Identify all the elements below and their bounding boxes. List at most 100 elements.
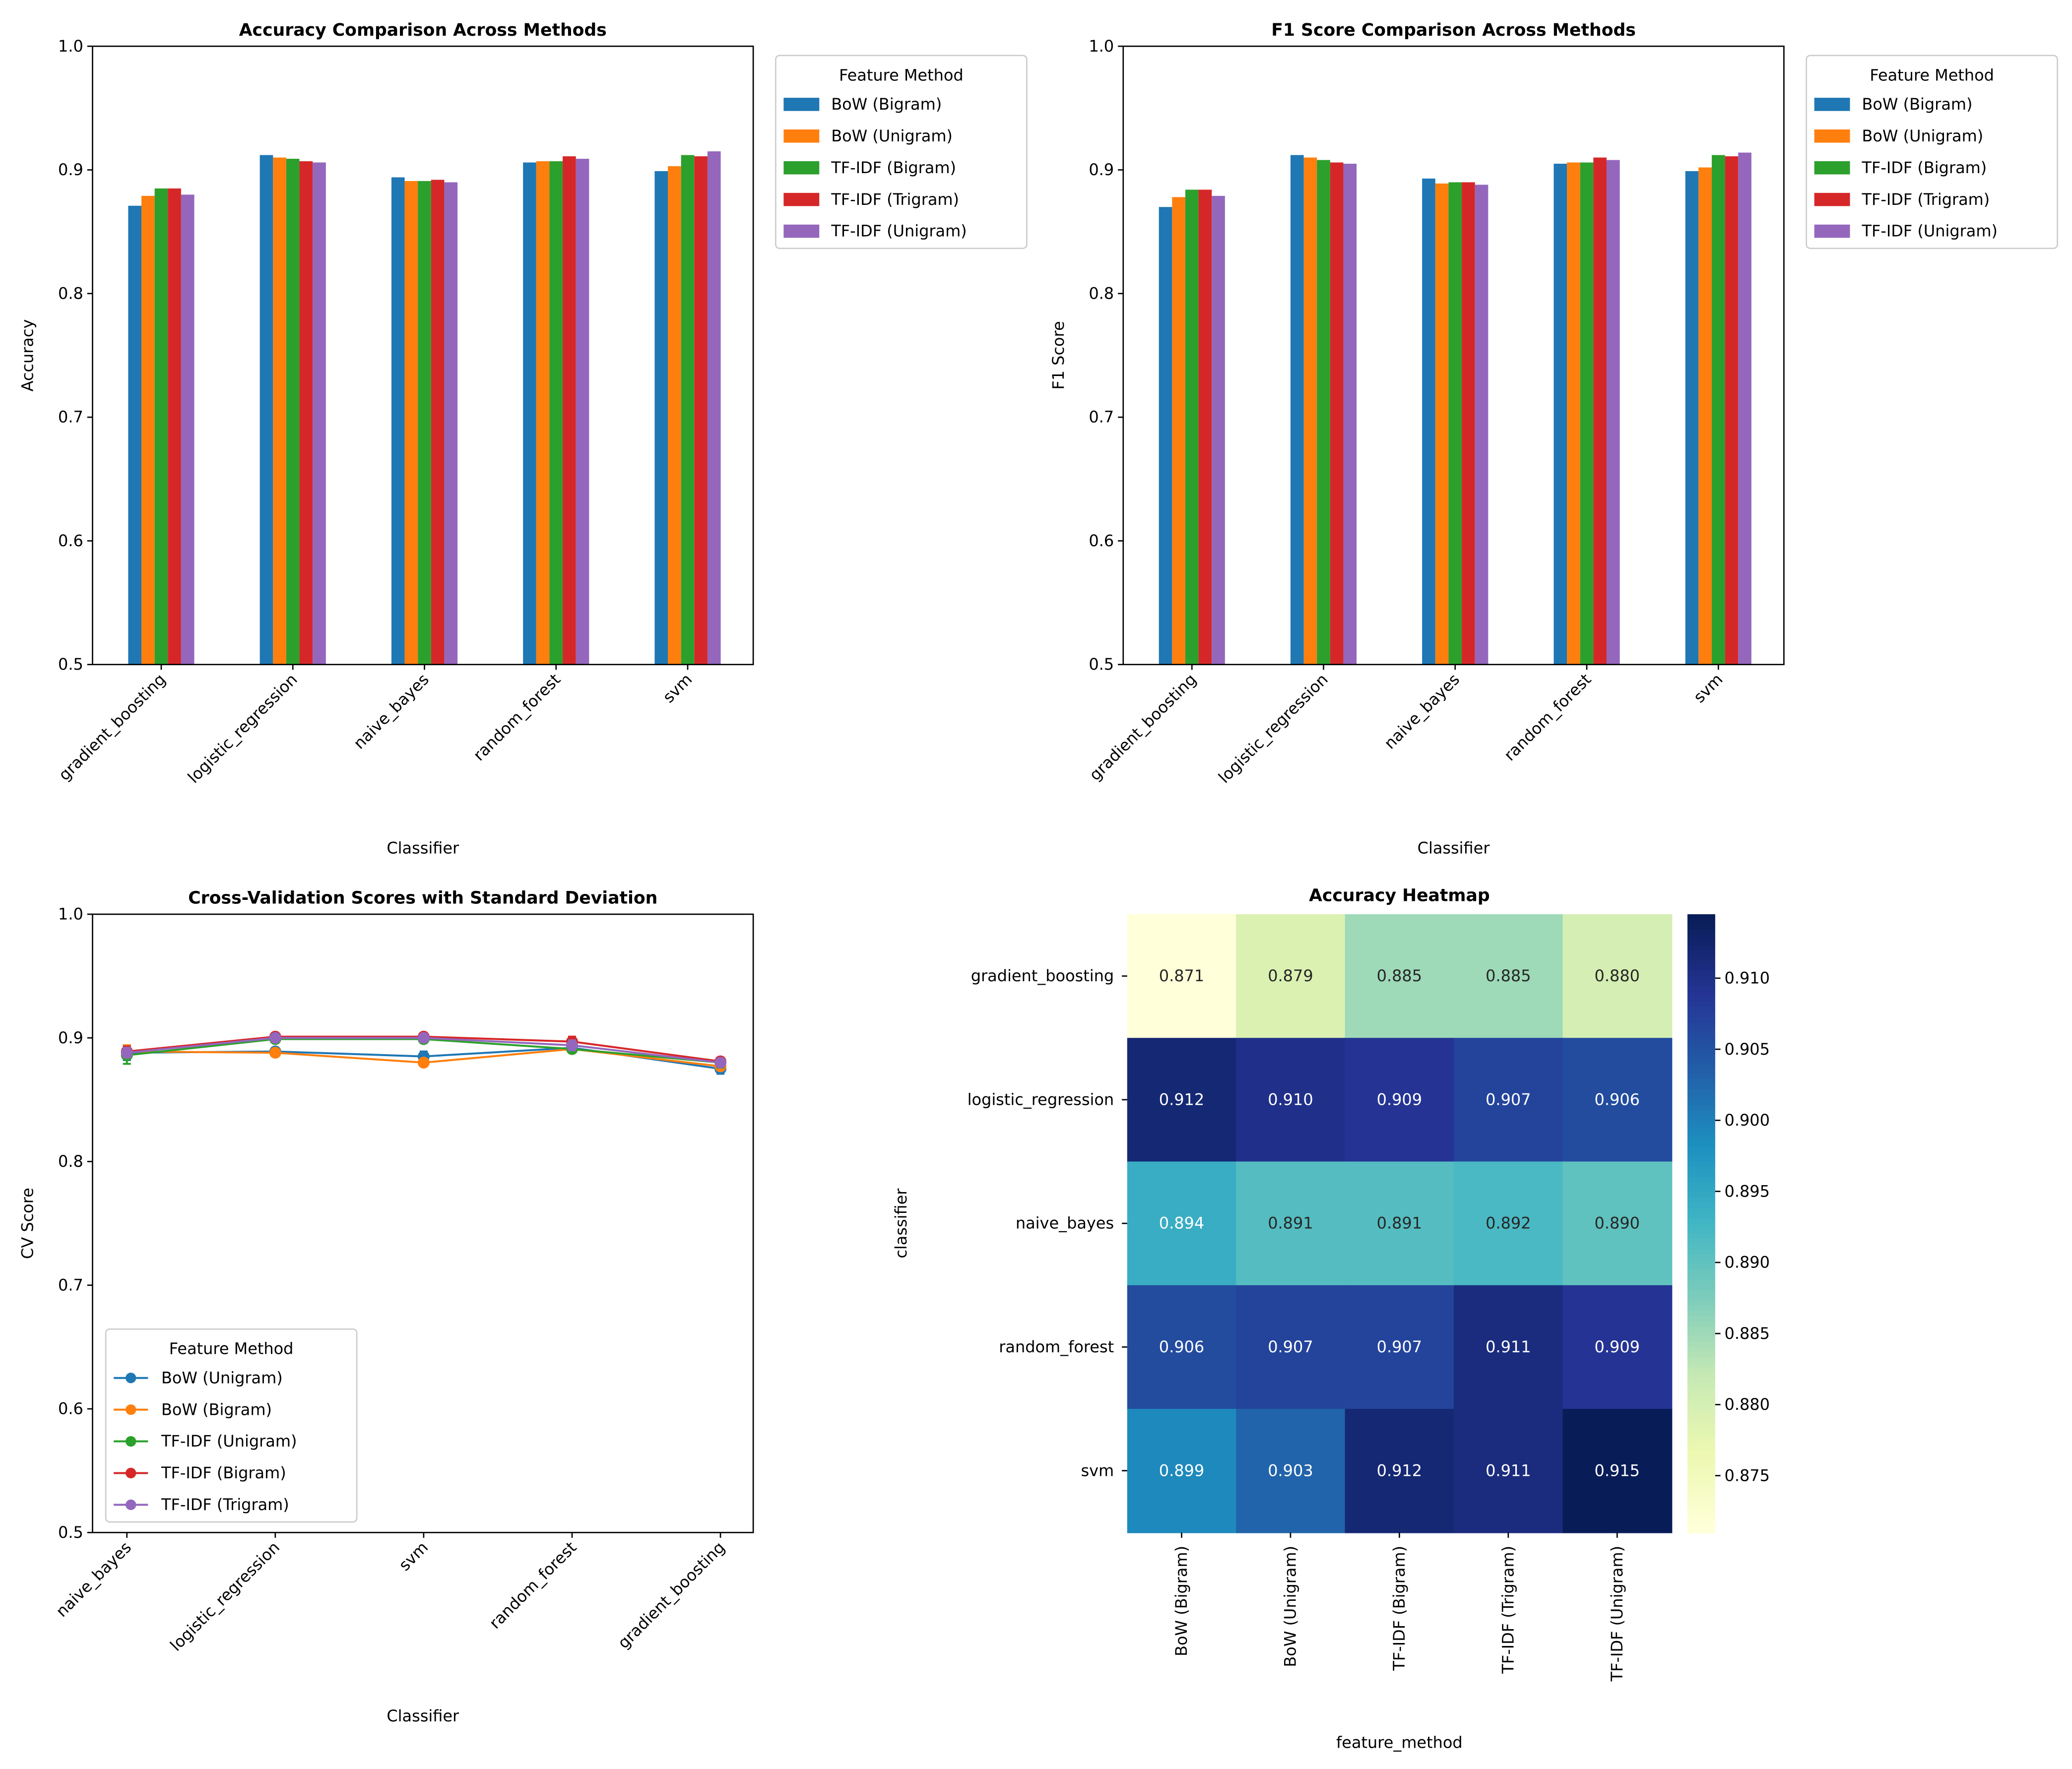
axes-frame [92,913,754,1533]
heatmap-cell [1562,1161,1673,1286]
bar [668,166,681,665]
colorbar-segment [1687,1038,1715,1044]
legend: Feature Method BoW (Bigram) BoW (Unigram) T… [775,55,1028,250]
colorbar-segment [1687,945,1715,951]
y-tick-label: 0.9 [58,1028,83,1047]
col-label: BoW (Bigram) [1172,1546,1191,1656]
colorbar-segment [1687,1445,1715,1451]
y-tick-label: 0.5 [58,1523,83,1542]
colorbar-segment [1687,997,1715,1003]
legend-box [1806,55,2058,250]
bar [1303,157,1317,665]
y-tick-label: 0.6 [1089,531,1114,550]
colorbar-segment [1687,1316,1715,1323]
colorbar-segment [1687,1393,1715,1399]
colorbar-segment [1687,1290,1715,1297]
y-axis-label: classifier [892,1188,910,1259]
bar [694,156,708,665]
legend-label: TF-IDF (Trigram) [831,190,959,209]
legend-marker [126,1373,136,1384]
y-tick-label: 0.8 [1089,284,1114,303]
colorbar-segment [1687,919,1715,926]
colorbar-segment [1687,1527,1715,1533]
colorbar-segment [1687,1136,1715,1142]
colorbar-segment [1687,950,1715,956]
bar [1462,182,1475,665]
legend-marker [126,1404,136,1415]
colorbar-segment [1687,1017,1715,1023]
colorbar-segment [1687,1347,1715,1353]
legend-box [775,55,1028,250]
colorbar-segment [1687,1486,1715,1492]
x-tick-label: gradient_boosting [614,1538,729,1652]
bar [1567,162,1580,665]
x-axis-label: Classifier [387,1706,459,1725]
heatmap-cell [1562,914,1673,1039]
colorbar-segment [1687,1053,1715,1060]
x-tick-label: random_forest [469,670,564,764]
heatmap-cell [1454,1285,1563,1410]
colorbar-segment [1687,1048,1715,1054]
legend-swatch [783,224,820,238]
colorbar-segment [1687,1120,1715,1127]
y-tick-label: 0.7 [1089,408,1114,427]
bar [681,155,695,665]
bar [1343,164,1357,665]
bar [523,162,536,665]
colorbar-segment [1687,960,1715,967]
chart-3: Accuracy Heatmap 0.871 0.879 0.885 0.885 0.88… [892,885,1770,1752]
cell-label: 0.907 [1377,1337,1422,1356]
heatmap-cell [1345,1285,1455,1410]
colorbar-segment [1687,1517,1715,1523]
heatmap-cell [1127,1038,1237,1162]
colorbar-segment [1687,1192,1715,1199]
heatmap-cell [1454,914,1563,1039]
colorbar-tick-label: 0.880 [1725,1395,1770,1414]
legend-title: Feature Method [1870,65,1994,84]
colorbar-segment [1687,914,1715,920]
heatmap-cell [1236,1161,1346,1286]
heatmap-cell [1345,1161,1455,1286]
colorbar-segment [1687,1295,1715,1302]
cell-label: 0.906 [1595,1090,1640,1109]
colorbar-segment [1687,1352,1715,1358]
legend-swatch [1814,98,1850,111]
colorbar-segment [1687,1357,1715,1364]
colorbar-segment [1687,1079,1715,1085]
y-tick-label: 0.6 [58,531,83,550]
data-point [417,1057,430,1069]
colorbar-segment [1687,1362,1715,1369]
colorbar-segment [1687,1043,1715,1049]
data-point [269,1047,281,1059]
bar [536,161,550,665]
heatmap-cell [1562,1409,1673,1533]
colorbar-segment [1687,991,1715,998]
colorbar-segment [1687,965,1715,972]
colorbar-segment [1687,955,1715,961]
x-tick-label: naive_bayes [1380,670,1463,753]
legend-swatch [1814,161,1850,175]
colorbar-segment [1687,1064,1715,1070]
colorbar-segment [1687,1512,1715,1518]
heatmap-cell [1562,1038,1673,1162]
legend-label: TF-IDF (Unigram) [161,1432,297,1451]
legend-swatch [783,161,820,175]
heatmap-cell [1236,914,1346,1039]
colorbar-segment [1687,1367,1715,1374]
colorbar-segment [1687,1306,1715,1312]
cell-label: 0.906 [1159,1337,1204,1356]
colorbar-tick-label: 0.905 [1725,1040,1770,1059]
colorbar-segment [1687,1424,1715,1431]
legend-label: TF-IDF (Trigram) [1861,190,1990,209]
y-tick-label: 0.5 [58,655,83,674]
bar [1685,171,1699,665]
bar [563,156,576,665]
chart-title: Cross-Validation Scores with Standard De… [188,888,657,908]
heatmap-cell [1454,1038,1563,1162]
colorbar-segment [1687,1274,1715,1281]
colorbar-segment [1687,1140,1715,1147]
colorbar-segment [1687,1326,1715,1332]
bar [1580,162,1594,665]
bar [549,161,563,665]
